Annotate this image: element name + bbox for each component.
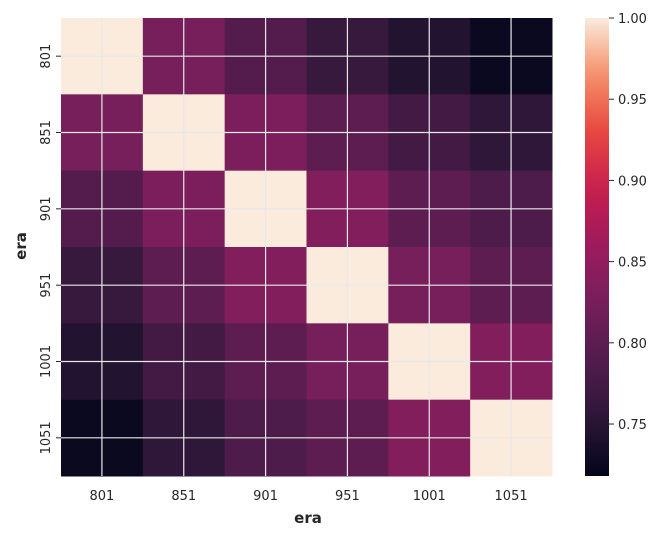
colorbar-tick-label: 0.75 bbox=[618, 418, 647, 433]
x-tick-label: 801 bbox=[90, 489, 115, 504]
y-axis-ticks: 801 851 901 951 1001 1051 bbox=[39, 44, 61, 454]
x-tick-label: 901 bbox=[253, 489, 278, 504]
colorbar-ticks: 0.75 0.80 0.85 0.90 0.95 1.00 bbox=[609, 12, 647, 433]
y-tick-label: 1001 bbox=[39, 345, 54, 378]
y-tick-label: 801 bbox=[39, 44, 54, 69]
y-tick-label: 951 bbox=[39, 273, 54, 298]
colorbar-tick-label: 0.90 bbox=[618, 174, 647, 189]
colorbar-tick-label: 1.00 bbox=[618, 12, 647, 27]
x-axis-ticks: 801 851 901 951 1001 1051 bbox=[90, 489, 528, 504]
y-tick-label: 851 bbox=[39, 120, 54, 145]
y-tick-label: 901 bbox=[39, 196, 54, 221]
x-axis-label: era bbox=[294, 509, 322, 527]
x-tick-label: 951 bbox=[335, 489, 360, 504]
x-tick-label: 851 bbox=[171, 489, 196, 504]
y-axis-label: era bbox=[12, 232, 30, 260]
colorbar-tick-label: 0.80 bbox=[618, 337, 647, 352]
colorbar-tick-label: 0.85 bbox=[618, 256, 647, 271]
x-tick-label: 1051 bbox=[495, 489, 528, 504]
y-tick-label: 1051 bbox=[39, 421, 54, 454]
colorbar bbox=[585, 18, 609, 476]
x-tick-label: 1001 bbox=[413, 489, 446, 504]
gridlines bbox=[61, 18, 552, 476]
heatmap-cells bbox=[61, 18, 553, 477]
colorbar-tick-label: 0.95 bbox=[618, 93, 647, 108]
